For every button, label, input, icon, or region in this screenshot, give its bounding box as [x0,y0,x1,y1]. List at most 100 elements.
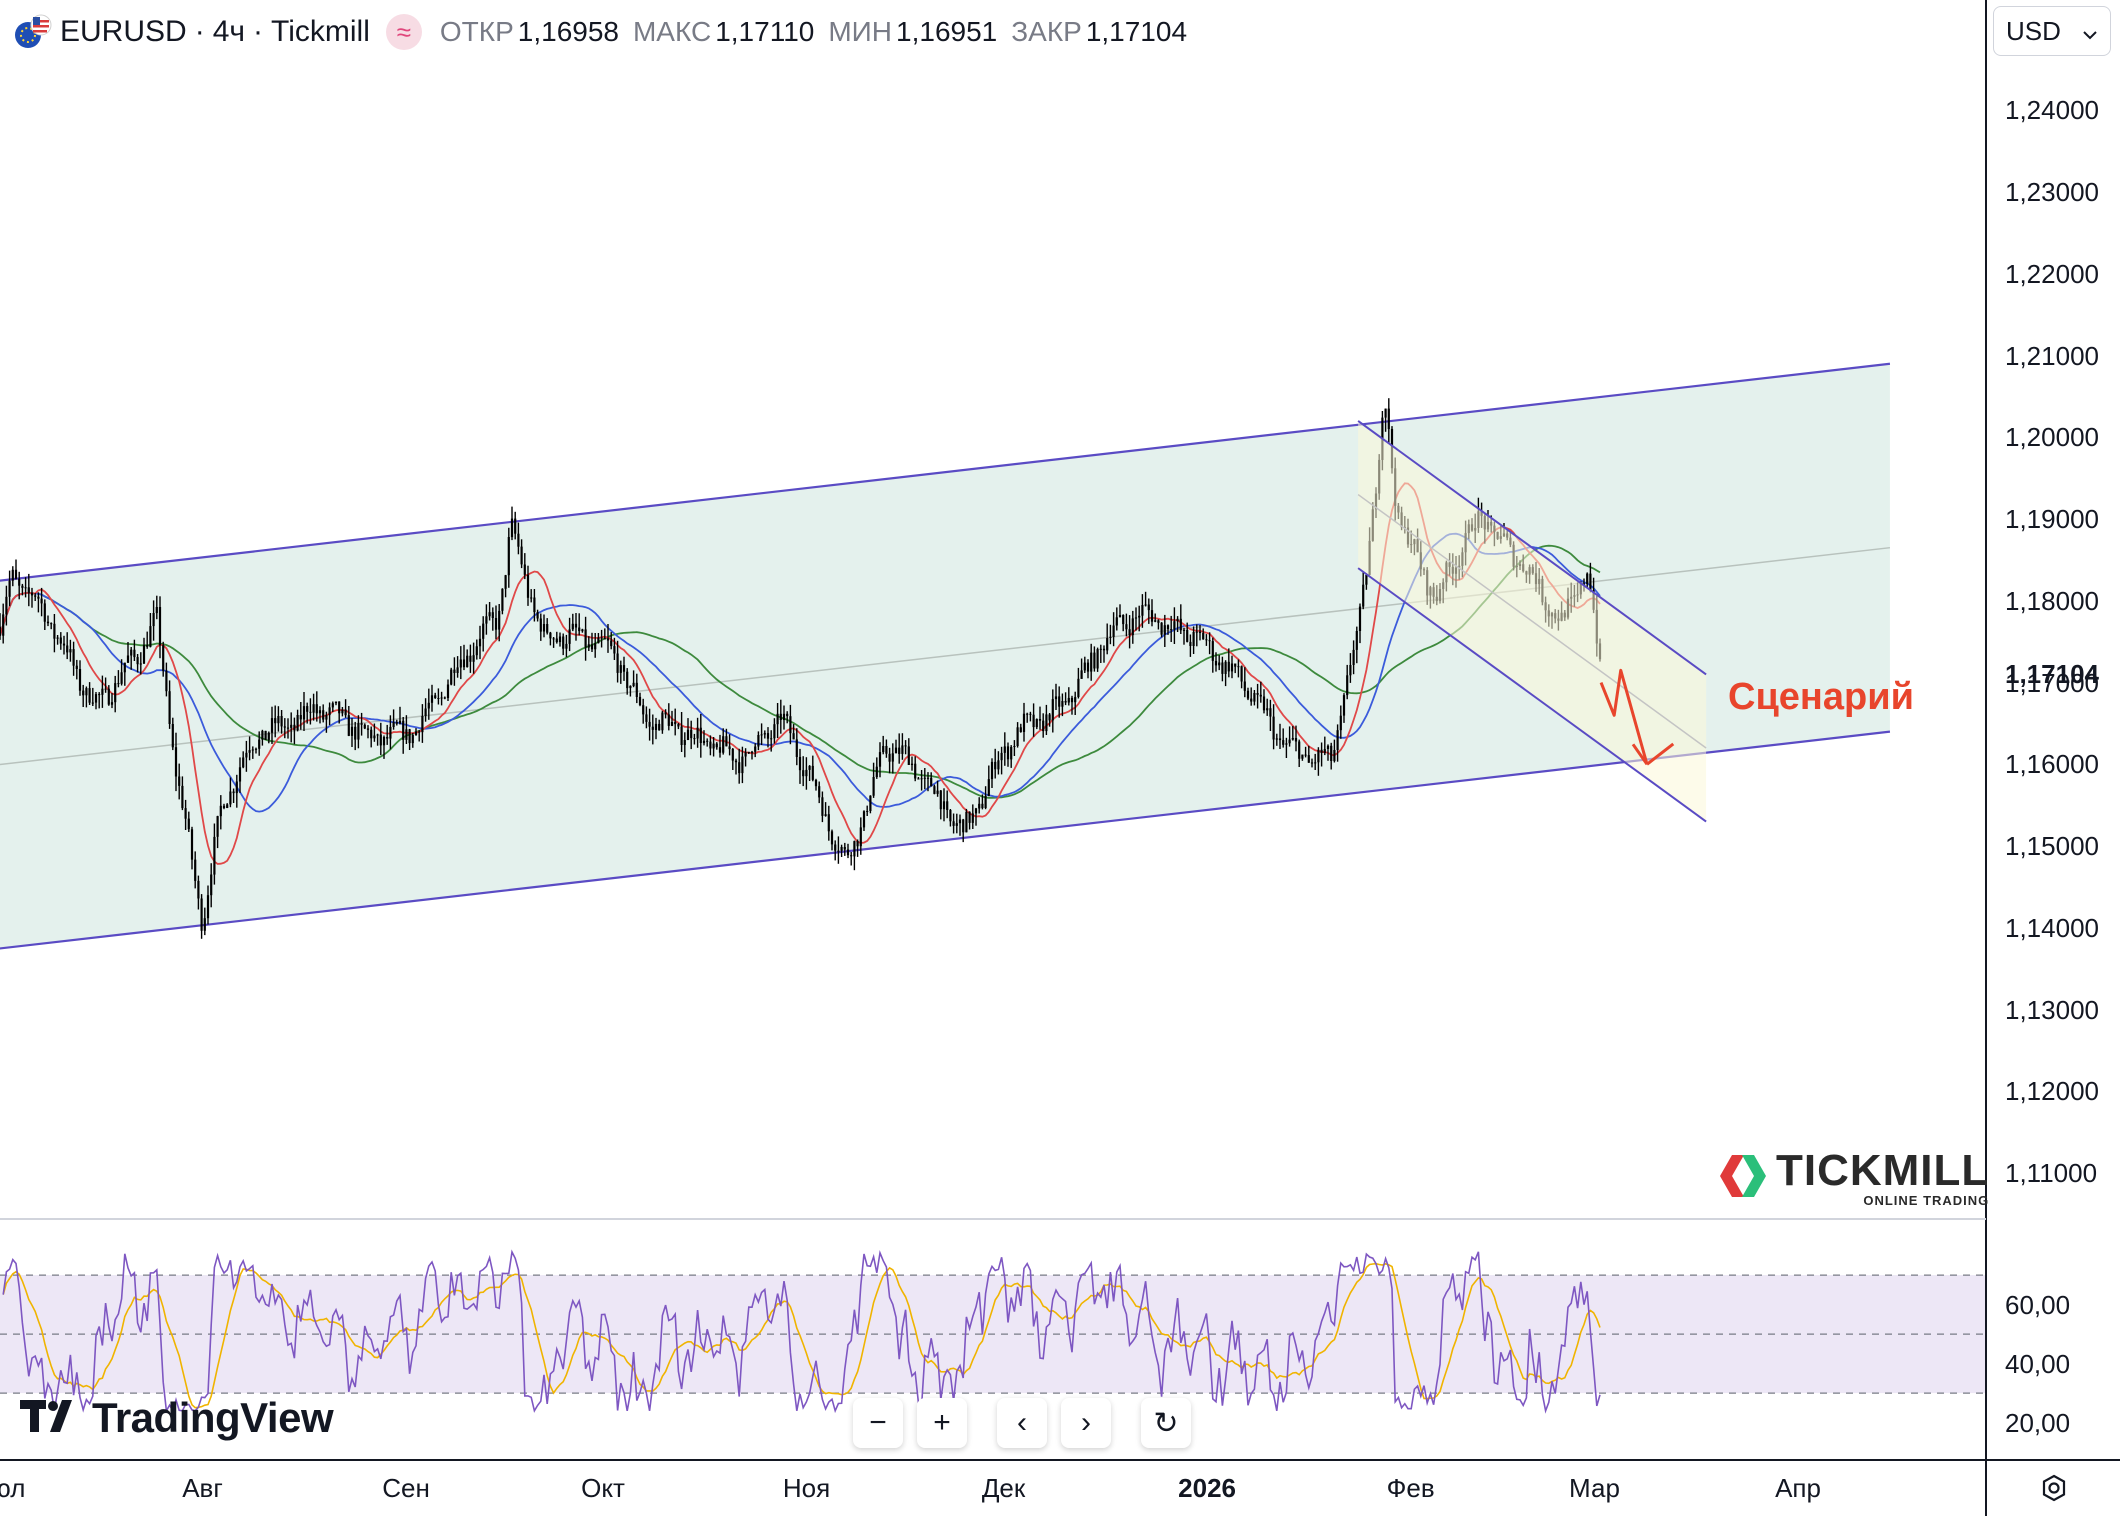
candle-body [1211,641,1214,661]
candle-body [75,665,78,669]
candle-body [930,777,933,787]
candle-body [1019,727,1022,732]
candle-body [1099,648,1102,650]
price-tick-label: 1,22000 [2005,258,2099,289]
candle-body [1262,696,1266,711]
candle-body [1387,408,1390,430]
candle-body [718,747,722,753]
symbol-name[interactable]: EURUSD [60,15,187,48]
scenario-arrow [1599,668,1675,766]
candle-body [942,801,946,810]
zoom-in-button[interactable]: + [917,1398,967,1448]
candle-body [238,767,242,782]
candle-body [955,823,958,826]
candle-body [482,623,485,639]
candle-body [142,645,146,664]
candle-body [350,726,354,736]
candle-body [459,659,462,668]
scroll-right-button[interactable]: › [1061,1398,1111,1448]
candle-body [834,844,837,851]
candle-body [526,574,530,598]
candle-body [338,701,341,714]
candle-body [258,739,261,749]
candle-body [446,684,450,698]
candle-body [277,716,280,724]
candle-body [693,738,696,740]
price-tick-label: 1,21000 [2005,340,2099,371]
time-tick-label: Ноя [782,1473,831,1503]
candle-body [565,643,568,649]
indicator-badge[interactable]: ≈ [385,14,422,50]
descending-upper-line [1357,420,1707,676]
settings-icon[interactable] [2036,1470,2072,1506]
candle-body [1266,708,1269,711]
candle-body [978,803,981,809]
scroll-left-button[interactable]: ‹ [997,1398,1047,1448]
eu-us-flag-icon [14,13,52,51]
candle-body [603,638,606,640]
currency-select[interactable]: USD [1993,6,2111,56]
candle-body [610,640,613,647]
candle-body [1170,629,1173,631]
candle-body [850,855,853,857]
candle-body [0,626,2,636]
rsi-tick-label: 40,00 [2005,1348,2071,1379]
candle-body [1384,408,1387,418]
price-tick-label: 1,18000 [2005,585,2099,616]
channel-upper-line [0,362,1891,582]
candles [0,398,1602,939]
candle-body [629,685,632,689]
candle-body [443,697,446,699]
candle-body [779,713,782,720]
candle-body [990,761,994,780]
candle-body [2,614,5,636]
candle-body [539,618,542,632]
candle-body [30,592,34,596]
price-tick-label: 1,20000 [2005,422,2099,453]
candle-body [923,777,926,779]
currency-value: USD [2006,15,2061,46]
candle-body [366,728,370,730]
candle-body [1221,662,1224,674]
time-tick-label: Сен [382,1473,430,1503]
candle-body [312,704,315,713]
candle-body [1282,740,1285,745]
candle-body [571,623,574,630]
tradingview-watermark[interactable]: TradingView [20,1394,334,1442]
candle-body [43,603,46,622]
reset-chart-button[interactable]: ↻ [1141,1398,1191,1448]
candle-body [1195,631,1198,633]
interval-label[interactable]: 4ч [212,15,246,48]
scenario-arrow-path [1599,668,1649,765]
candle-body [616,653,619,673]
candle-body [261,730,264,740]
candle-body [1042,720,1045,732]
candle-body [1272,716,1275,740]
candle-body [760,734,763,736]
candle-body [85,688,88,696]
candle-body [574,623,578,628]
candle-body [1250,698,1253,702]
zoom-out-button[interactable]: − [853,1398,903,1448]
candle-body [984,795,987,808]
candle-body [1000,752,1003,761]
candle-body [392,722,395,727]
candle-body [917,778,920,780]
candle-body [555,638,558,643]
candle-body [104,688,107,690]
candle-body [421,716,424,733]
candle-body [1246,690,1250,699]
candle-body [72,649,75,666]
candle-body [776,713,779,725]
candle-body [1339,715,1342,731]
ma-slow-line [0,544,1601,799]
candle-body [1154,620,1157,622]
candle-body [1355,631,1358,650]
candle-body [843,847,846,850]
open-label: ОТКР [439,16,514,47]
candle-body [952,821,955,826]
candle-body [731,749,734,761]
price-tick-label: 1,14000 [2005,912,2099,943]
